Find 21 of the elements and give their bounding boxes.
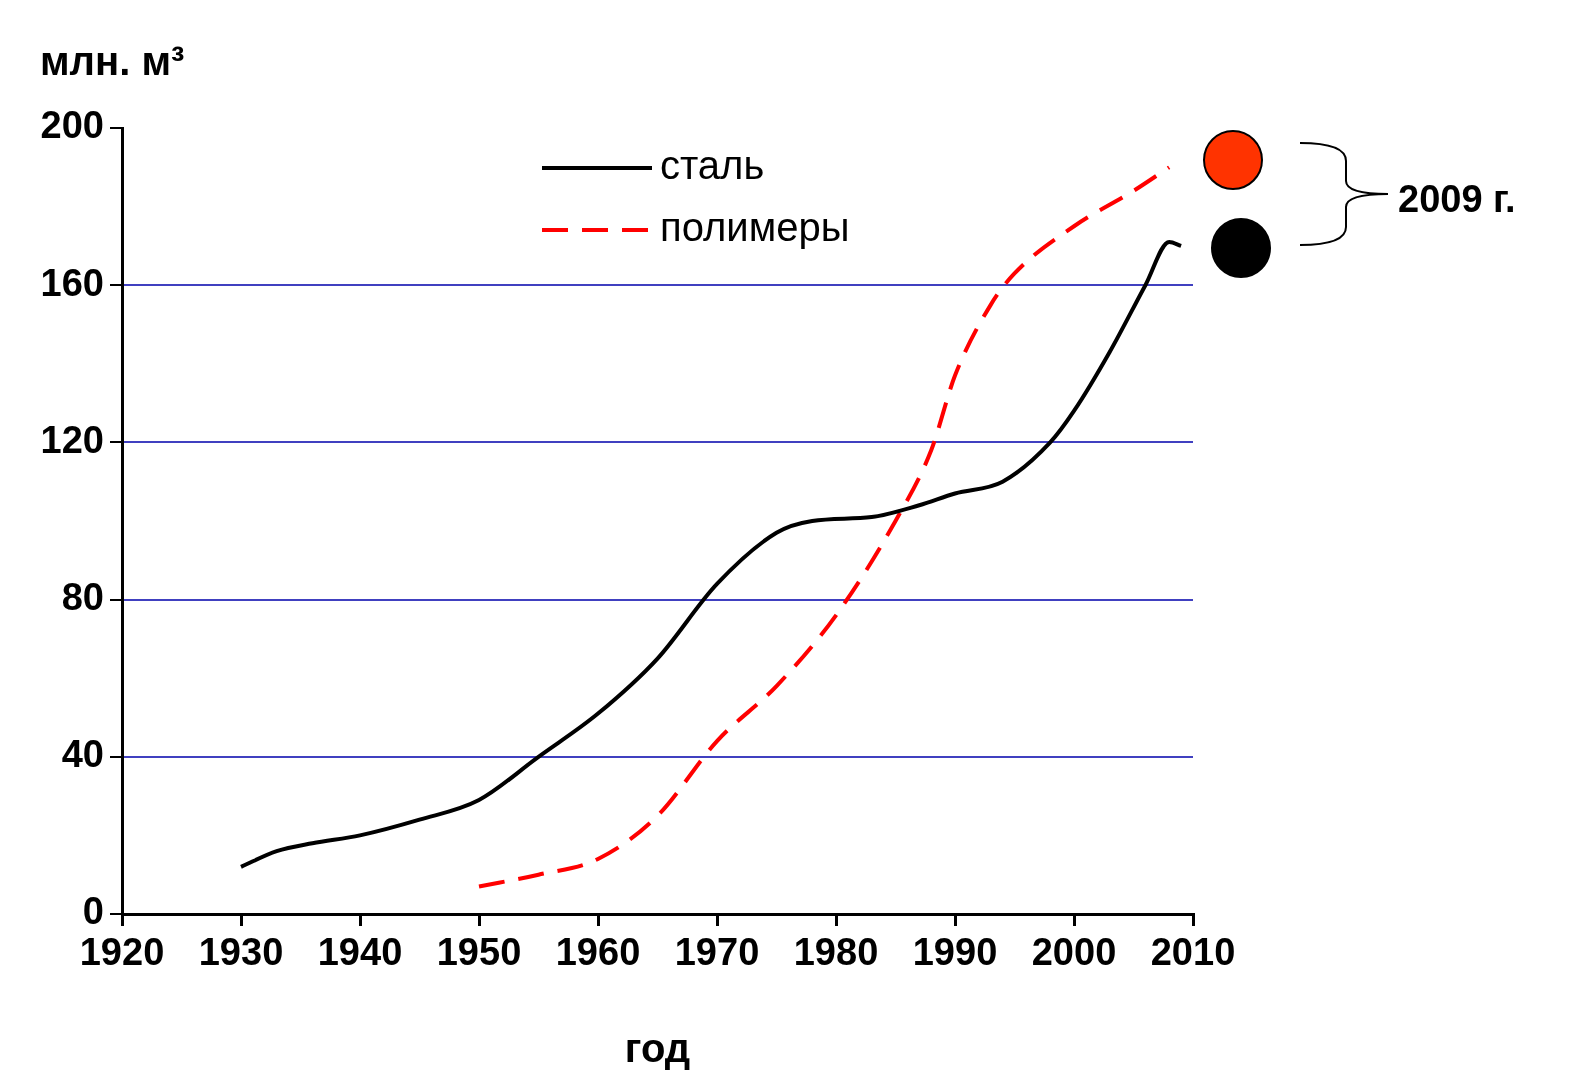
text: 2009 г. <box>1398 178 1516 221</box>
y-tick-label: 160 <box>40 261 104 304</box>
x-tick-label: 1960 <box>555 931 641 974</box>
x-tick-label: 1940 <box>317 931 403 974</box>
y-tick-label: 0 <box>82 890 104 933</box>
x-tick-label: 1920 <box>79 931 165 974</box>
y-tick-label: 80 <box>61 576 104 619</box>
x-tick-label: 2000 <box>1031 931 1117 974</box>
y-tick-label: 200 <box>40 104 104 147</box>
x-tick-label: 2010 <box>1150 931 1236 974</box>
x-tick-label: 1970 <box>674 931 760 974</box>
legend-label: полимеры <box>660 205 850 250</box>
y-axis-title: млн. м³ <box>40 39 185 83</box>
x-tick-label: 1980 <box>793 931 879 974</box>
x-axis-title: год <box>624 1026 691 1070</box>
y-tick-label: 120 <box>40 418 104 461</box>
x-tick-label: 1930 <box>198 931 284 974</box>
x-tick-label: 1950 <box>436 931 522 974</box>
x-tick-label: 1990 <box>912 931 998 974</box>
y-tick-label: 40 <box>61 733 104 776</box>
legend-label: сталь <box>660 143 765 188</box>
